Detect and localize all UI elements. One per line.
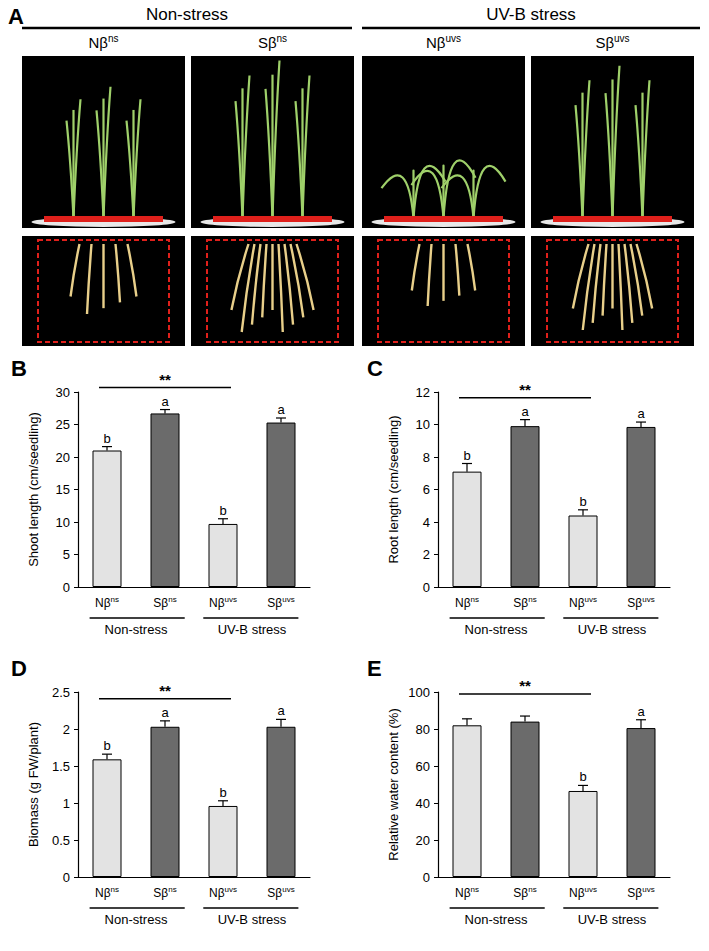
svg-text:Non-stress: Non-stress: [105, 622, 168, 637]
svg-text:a: a: [521, 404, 529, 419]
svg-text:Root length (cm/seedling): Root length (cm/seedling): [386, 415, 401, 563]
svg-text:Nβ: Nβ: [209, 886, 225, 900]
svg-text:b: b: [463, 448, 470, 463]
svg-text:60: 60: [416, 759, 430, 774]
svg-text:8: 8: [423, 450, 430, 465]
svg-text:Non-stress: Non-stress: [465, 622, 528, 637]
svg-text:UV-B stress: UV-B stress: [578, 622, 647, 637]
svg-text:Nβuvs: Nβuvs: [426, 33, 461, 51]
svg-text:a: a: [161, 394, 169, 409]
svg-text:Sβuvs: Sβuvs: [595, 33, 629, 51]
svg-text:4: 4: [423, 515, 430, 530]
svg-text:ns: ns: [111, 595, 119, 604]
svg-text:20: 20: [416, 833, 430, 848]
svg-text:a: a: [277, 703, 285, 718]
svg-text:Nβ: Nβ: [455, 596, 471, 610]
svg-text:10: 10: [416, 417, 430, 432]
svg-text:ns: ns: [528, 885, 536, 894]
svg-text:1.5: 1.5: [52, 759, 70, 774]
svg-text:uvs: uvs: [642, 885, 654, 894]
svg-text:Nβ: Nβ: [209, 596, 225, 610]
svg-text:ns: ns: [111, 885, 119, 894]
svg-text:UV-B stress: UV-B stress: [486, 5, 576, 24]
svg-text:Non-stress: Non-stress: [465, 912, 528, 927]
svg-text:2: 2: [423, 547, 430, 562]
svg-text:Sβ: Sβ: [513, 886, 528, 900]
svg-text:a: a: [637, 704, 645, 719]
svg-text:**: **: [159, 682, 171, 699]
svg-text:uvs: uvs: [225, 885, 237, 894]
svg-text:10: 10: [56, 515, 70, 530]
svg-text:a: a: [637, 406, 645, 421]
svg-text:0: 0: [423, 870, 430, 885]
svg-text:uvs: uvs: [282, 595, 294, 604]
svg-text:UV-B stress: UV-B stress: [218, 912, 287, 927]
svg-text:12: 12: [416, 385, 430, 400]
svg-text:b: b: [579, 769, 586, 784]
svg-text:Nβ: Nβ: [569, 886, 585, 900]
svg-text:Nβ: Nβ: [455, 886, 471, 900]
svg-text:Shoot length (cm/seedling): Shoot length (cm/seedling): [26, 412, 41, 567]
svg-text:25: 25: [56, 417, 70, 432]
svg-text:b: b: [219, 785, 226, 800]
svg-text:0.5: 0.5: [52, 833, 70, 848]
svg-text:2: 2: [63, 722, 70, 737]
svg-text:D: D: [11, 656, 27, 681]
svg-text:30: 30: [56, 385, 70, 400]
svg-text:Sβ: Sβ: [627, 886, 642, 900]
svg-text:C: C: [367, 356, 383, 381]
svg-text:100: 100: [408, 685, 430, 700]
svg-text:ns: ns: [471, 885, 479, 894]
svg-text:80: 80: [416, 722, 430, 737]
svg-text:a: a: [277, 402, 285, 417]
svg-text:Non-stress: Non-stress: [105, 912, 168, 927]
svg-text:uvs: uvs: [585, 595, 597, 604]
svg-text:b: b: [103, 738, 110, 753]
svg-text:b: b: [579, 494, 586, 509]
svg-text:ns: ns: [168, 595, 176, 604]
svg-text:Sβns: Sβns: [258, 33, 287, 51]
svg-text:6: 6: [423, 482, 430, 497]
svg-text:0: 0: [63, 870, 70, 885]
svg-text:Biomass (g FW/plant): Biomass (g FW/plant): [26, 722, 41, 847]
svg-text:Sβ: Sβ: [153, 596, 168, 610]
svg-text:UV-B stress: UV-B stress: [218, 622, 287, 637]
svg-text:ns: ns: [528, 595, 536, 604]
svg-text:2.5: 2.5: [52, 685, 70, 700]
svg-text:uvs: uvs: [642, 595, 654, 604]
svg-text:Sβ: Sβ: [267, 596, 282, 610]
svg-text:**: **: [159, 371, 171, 388]
svg-text:Sβ: Sβ: [627, 596, 642, 610]
svg-text:uvs: uvs: [585, 885, 597, 894]
svg-text:Non-stress: Non-stress: [146, 5, 228, 24]
svg-text:Sβ: Sβ: [513, 596, 528, 610]
svg-text:UV-B stress: UV-B stress: [578, 912, 647, 927]
svg-text:**: **: [519, 381, 531, 398]
svg-text:Nβ: Nβ: [95, 886, 111, 900]
svg-text:B: B: [11, 356, 27, 381]
svg-text:uvs: uvs: [282, 885, 294, 894]
svg-text:15: 15: [56, 482, 70, 497]
svg-text:b: b: [103, 431, 110, 446]
svg-text:Nβ: Nβ: [569, 596, 585, 610]
svg-text:20: 20: [56, 450, 70, 465]
svg-text:1: 1: [63, 796, 70, 811]
svg-text:**: **: [519, 677, 531, 694]
svg-text:ns: ns: [168, 885, 176, 894]
svg-text:0: 0: [63, 580, 70, 595]
svg-text:Sβ: Sβ: [153, 886, 168, 900]
svg-text:E: E: [367, 656, 382, 681]
svg-text:Nβ: Nβ: [95, 596, 111, 610]
svg-text:A: A: [8, 4, 24, 29]
svg-text:5: 5: [63, 547, 70, 562]
svg-text:Relative water content (%): Relative water content (%): [386, 708, 401, 860]
svg-text:Sβ: Sβ: [267, 886, 282, 900]
svg-text:Nβns: Nβns: [88, 33, 118, 51]
svg-text:a: a: [161, 705, 169, 720]
svg-text:b: b: [219, 503, 226, 518]
svg-text:0: 0: [423, 580, 430, 595]
svg-text:40: 40: [416, 796, 430, 811]
svg-text:ns: ns: [471, 595, 479, 604]
svg-text:uvs: uvs: [225, 595, 237, 604]
